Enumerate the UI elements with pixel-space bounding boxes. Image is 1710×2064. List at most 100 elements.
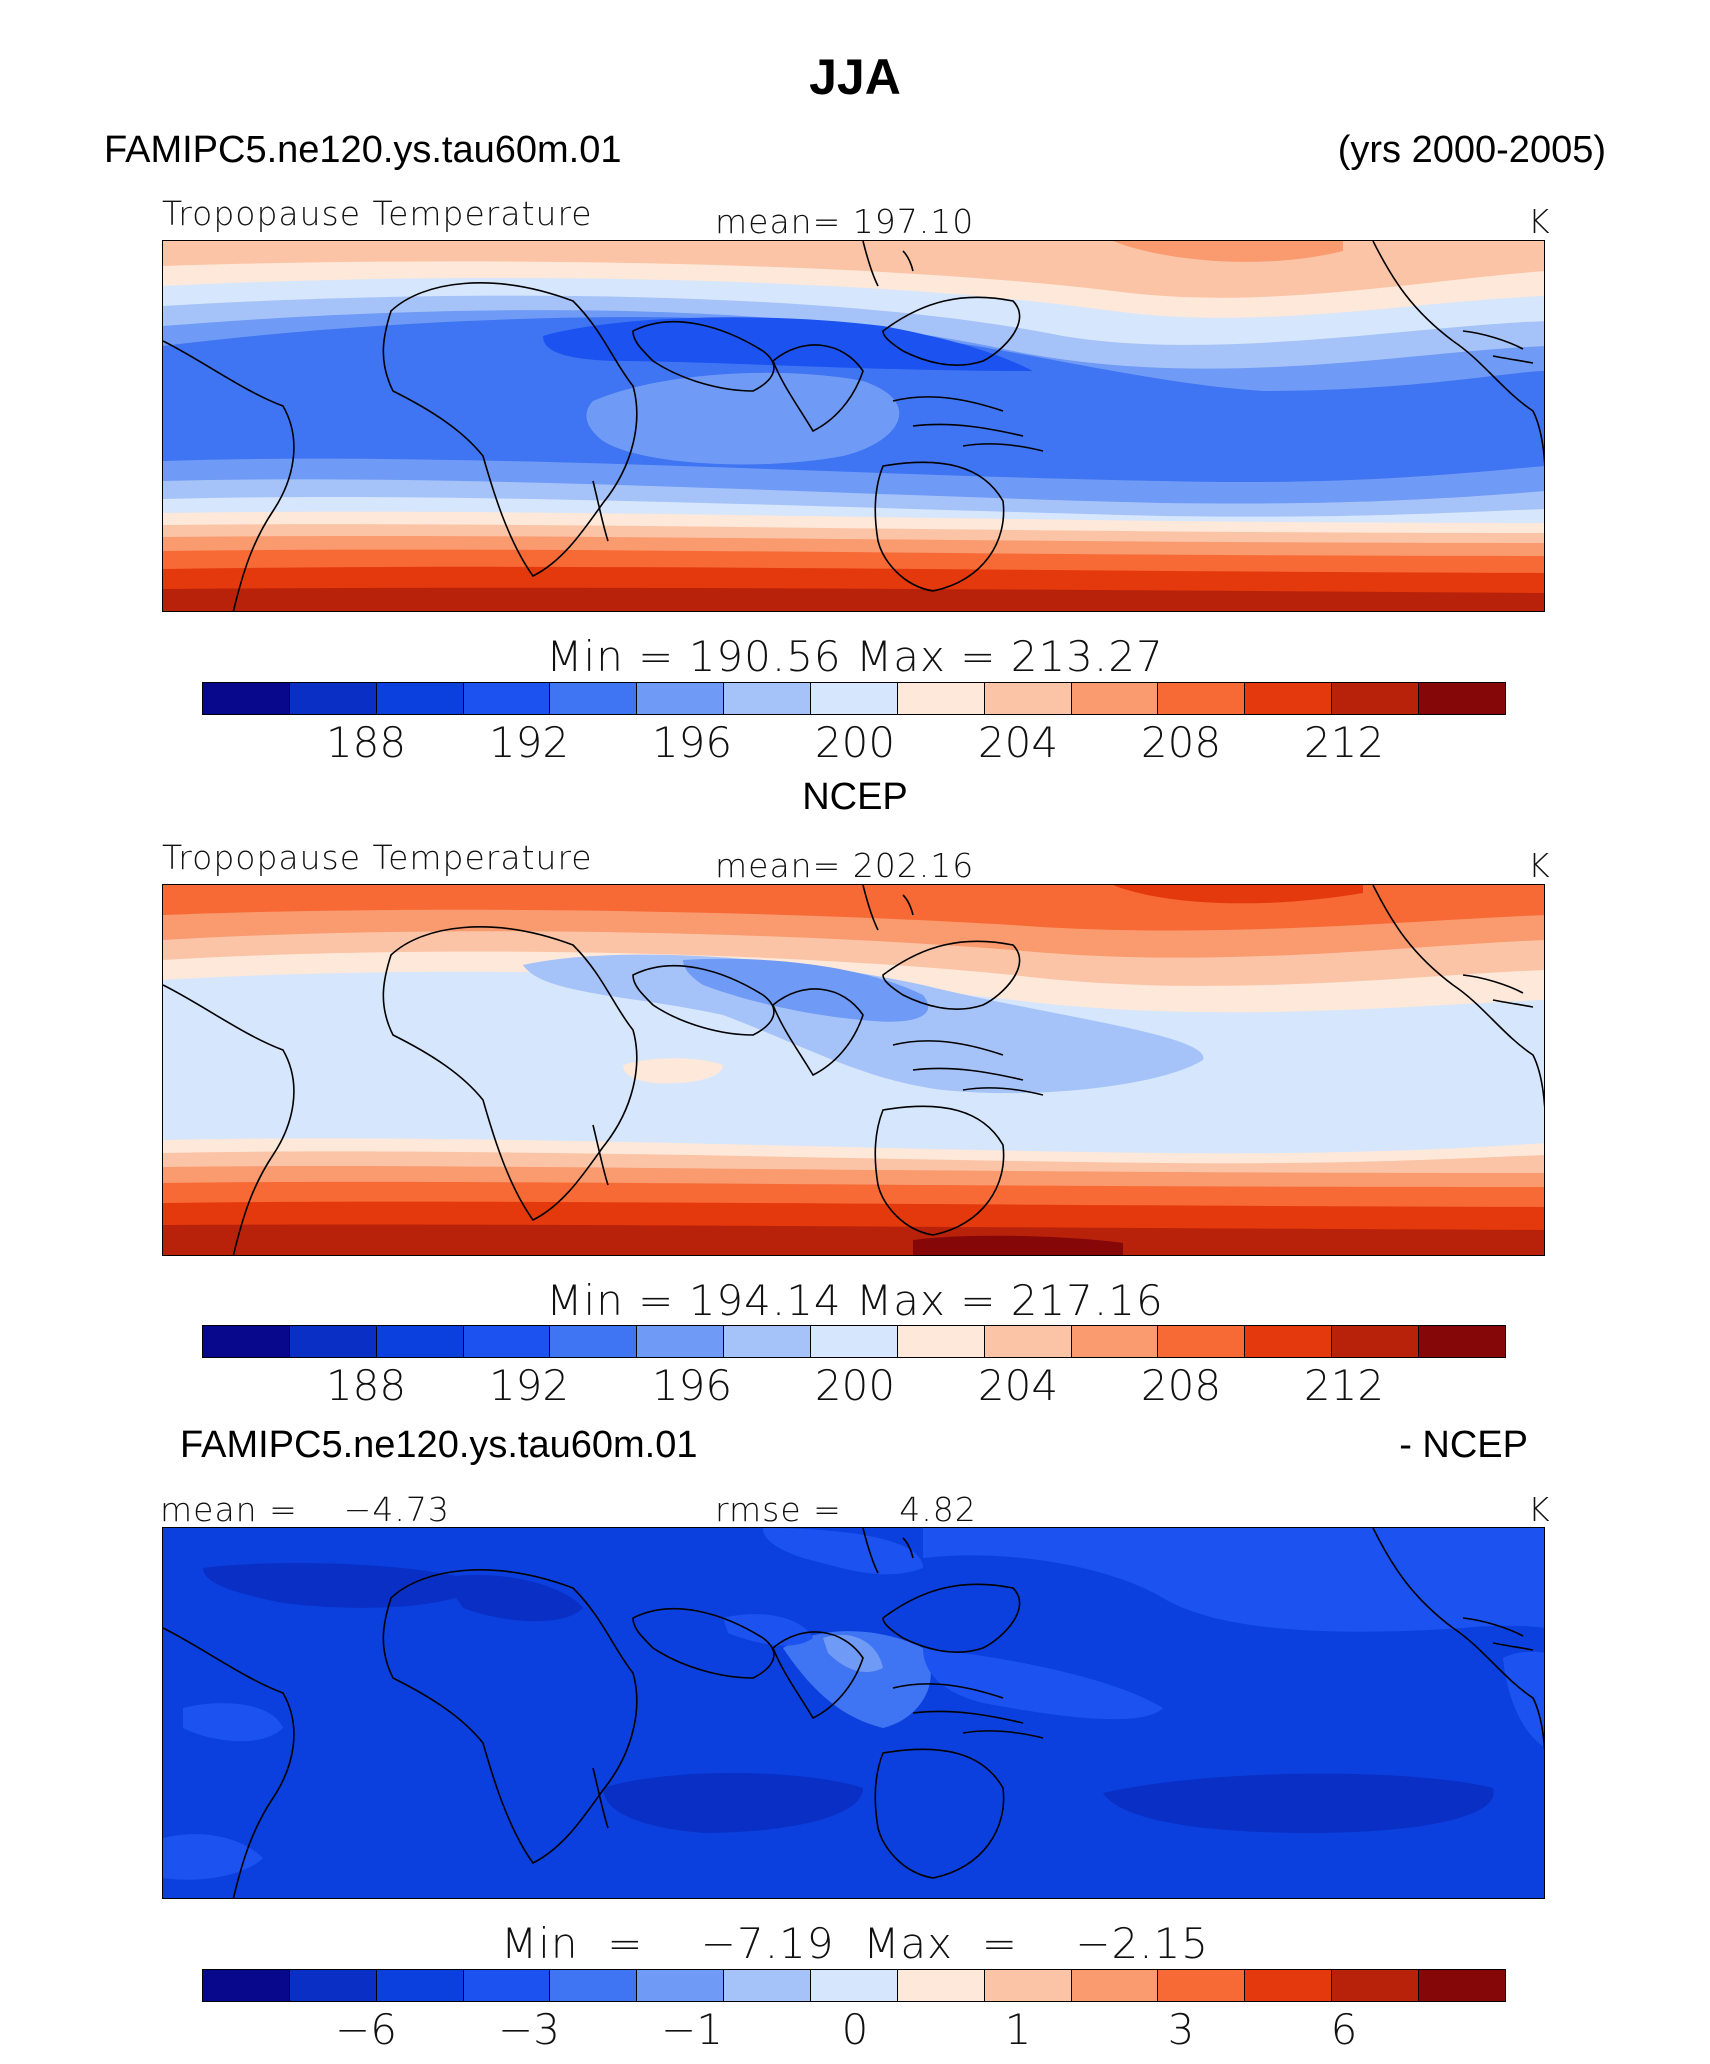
colorbar-box — [1158, 1970, 1246, 2001]
colorbar-box — [1419, 1970, 1505, 2001]
colorbar-box — [550, 1326, 638, 1357]
contour-fill — [543, 317, 1033, 371]
colorbar-box — [637, 683, 725, 714]
model-map-plot — [163, 241, 1544, 611]
colorbar-box — [463, 1970, 551, 2001]
colorbar-box — [1332, 1970, 1420, 2001]
coastlines — [163, 1528, 1544, 1898]
contour-fill — [1113, 885, 1363, 904]
colorbar-box — [376, 1970, 464, 2001]
contour-fill — [1503, 1651, 1544, 1747]
contour-fill — [163, 1834, 263, 1880]
colorbar-tick: 204 — [977, 1361, 1059, 1410]
colorbar-box — [724, 683, 812, 714]
colorbar-tick: 212 — [1303, 1361, 1385, 1410]
diff-case-name: FAMIPC5.ne120.ys.tau60m.01 — [180, 1424, 698, 1466]
colorbar-tick: 196 — [651, 718, 733, 767]
diff-ref-name: - NCEP — [1399, 1424, 1528, 1466]
colorbar-box — [897, 683, 985, 714]
colorbar-box — [811, 1970, 898, 2001]
colorbar-box — [1071, 1326, 1159, 1357]
model-contours — [163, 241, 1544, 611]
units-label: K — [1528, 202, 1550, 241]
colorbar-box — [289, 683, 377, 714]
contour-fill — [623, 1058, 723, 1084]
colorbar-box — [1158, 1326, 1246, 1357]
colorbar-box — [550, 683, 638, 714]
colorbar-tick: 188 — [325, 1361, 407, 1410]
field-label: Tropopause Temperature — [162, 194, 593, 233]
colorbar-box — [1158, 683, 1246, 714]
colorbar-tick: 3 — [1167, 2005, 1195, 2054]
diff-rmse-label: rmse = 4.82 — [715, 1490, 977, 1529]
diff-minmax: Min = −7.19 Max = −2.15 — [500, 1919, 1210, 1968]
colorbar-tick: 192 — [488, 1361, 570, 1410]
colorbar-box — [984, 1326, 1072, 1357]
colorbar-tick: 200 — [814, 1361, 896, 1410]
colorbar-box — [637, 1326, 725, 1357]
coastlines — [163, 241, 1544, 611]
colorbar-box — [984, 1970, 1072, 2001]
colorbar-box — [1071, 1970, 1159, 2001]
colorbar-tick: −1 — [661, 2005, 723, 2054]
colorbar-box — [1332, 1326, 1420, 1357]
obs-colorbar — [202, 1325, 1506, 1358]
colorbar-box — [550, 1970, 638, 2001]
model-colorbar — [202, 682, 1506, 715]
colorbar-box — [724, 1326, 812, 1357]
colorbar-tick: 6 — [1330, 2005, 1358, 2054]
colorbar-tick: 200 — [814, 718, 896, 767]
colorbar-box — [203, 1326, 290, 1357]
colorbar-box — [1245, 1326, 1333, 1357]
contour-fill — [603, 1773, 863, 1833]
contour-fill — [923, 1528, 1544, 1632]
contour-fill — [203, 1563, 483, 1608]
colorbar-box — [1245, 683, 1333, 714]
model-minmax: Min = 190.56 Max = 213.27 — [546, 632, 1164, 681]
obs-map — [162, 884, 1545, 1256]
years-range: (yrs 2000-2005) — [1337, 129, 1606, 171]
colorbar-tick: 208 — [1140, 1361, 1222, 1410]
colorbar-tick: 204 — [977, 718, 1059, 767]
colorbar-box — [811, 683, 898, 714]
obs-heading: NCEP — [802, 776, 908, 818]
colorbar-box — [289, 1326, 377, 1357]
colorbar-box — [1419, 1326, 1505, 1357]
diff-map — [162, 1527, 1545, 1899]
contour-fill — [823, 1634, 883, 1673]
units-label: K — [1528, 846, 1550, 885]
colorbar-tick: 192 — [488, 718, 570, 767]
colorbar-box — [811, 1326, 898, 1357]
contour-fill — [913, 1235, 1123, 1255]
colorbar-tick: 188 — [325, 718, 407, 767]
contour-fill — [586, 372, 900, 465]
contour-fill — [1103, 1773, 1494, 1833]
contour-fill — [163, 1224, 1544, 1255]
colorbar-box — [376, 1326, 464, 1357]
contour-fill — [163, 587, 1544, 611]
colorbar-tick: −3 — [498, 2005, 560, 2054]
colorbar-box — [289, 1970, 377, 2001]
colorbar-tick: 208 — [1140, 718, 1222, 767]
colorbar-tick: 0 — [841, 2005, 869, 2054]
colorbar-box — [897, 1970, 985, 2001]
units-label: K — [1528, 1490, 1550, 1529]
mean-label: mean= 202.16 — [715, 846, 975, 885]
obs-minmax: Min = 194.14 Max = 217.16 — [546, 1276, 1164, 1325]
obs-contours — [163, 885, 1544, 1255]
contour-fill — [763, 1528, 923, 1575]
model-map — [162, 240, 1545, 612]
contour-fill — [1113, 241, 1343, 262]
page-title: JJA — [809, 49, 901, 105]
colorbar-box — [724, 1970, 812, 2001]
colorbar-box — [376, 683, 464, 714]
colorbar-box — [897, 1326, 985, 1357]
field-label: Tropopause Temperature — [162, 838, 593, 877]
colorbar-tick: 196 — [651, 1361, 733, 1410]
colorbar-box — [203, 1970, 290, 2001]
case-name: FAMIPC5.ne120.ys.tau60m.01 — [104, 129, 622, 171]
colorbar-box — [1419, 683, 1505, 714]
contour-fill — [923, 1648, 1163, 1720]
obs-map-plot — [163, 885, 1544, 1255]
colorbar-tick: 1 — [1004, 2005, 1032, 2054]
